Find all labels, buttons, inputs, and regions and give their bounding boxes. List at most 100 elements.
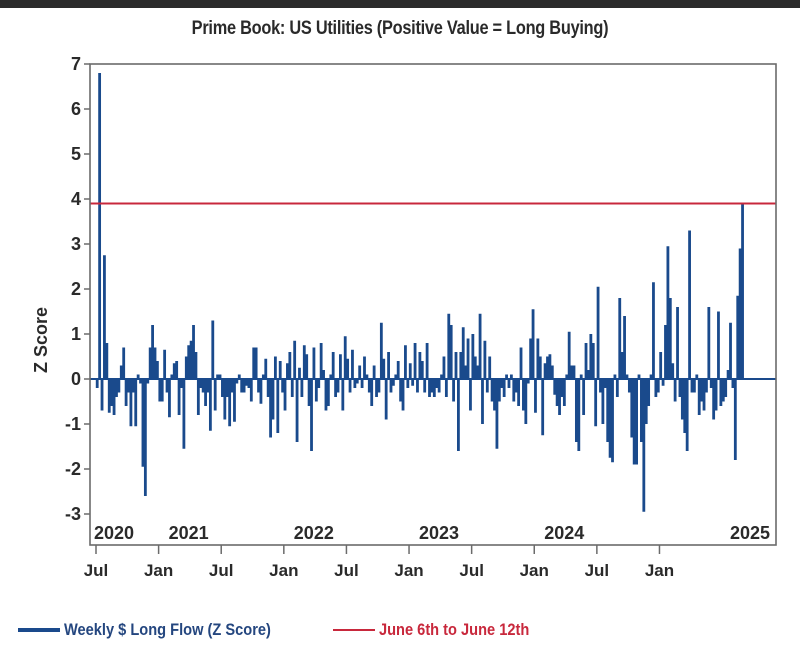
bar — [358, 365, 362, 379]
bar — [678, 379, 682, 397]
bar — [449, 325, 453, 379]
bar — [218, 374, 222, 379]
bar — [346, 358, 350, 379]
bar — [493, 379, 496, 411]
bar — [692, 379, 696, 393]
x-tick-label: Jul — [209, 561, 234, 580]
bar — [582, 379, 586, 415]
bar — [370, 379, 374, 406]
bar — [719, 379, 723, 406]
bar — [307, 379, 311, 406]
bar — [519, 347, 523, 379]
bar — [213, 379, 217, 411]
legend-label-reference: June 6th to June 12th — [378, 620, 529, 639]
bar — [223, 379, 227, 420]
bar — [201, 379, 205, 393]
bar — [391, 379, 395, 386]
bar — [457, 379, 460, 451]
bar — [396, 361, 400, 379]
bar — [560, 379, 564, 397]
bar — [416, 379, 419, 393]
bar — [589, 334, 593, 379]
bar — [485, 379, 489, 393]
bar — [98, 73, 102, 379]
bar — [286, 363, 289, 379]
bar — [119, 365, 123, 379]
bar — [680, 379, 684, 420]
bar — [644, 379, 648, 424]
bar — [522, 379, 525, 411]
bar — [632, 379, 636, 465]
bar — [567, 331, 571, 379]
bar — [127, 379, 130, 393]
bar — [122, 347, 126, 379]
bar — [473, 356, 477, 379]
bar — [538, 356, 542, 379]
x-tick-label: Jan — [144, 561, 173, 580]
bar — [490, 379, 494, 402]
bar — [618, 298, 622, 379]
bar — [156, 361, 159, 379]
bars-group — [90, 73, 776, 512]
bar — [348, 379, 352, 393]
bar — [377, 379, 381, 393]
bar — [613, 374, 617, 379]
bar — [649, 374, 653, 379]
bar — [709, 379, 713, 388]
bar — [163, 349, 167, 379]
bar — [252, 347, 256, 379]
bar — [705, 379, 708, 393]
bar — [529, 338, 533, 379]
bar — [141, 379, 145, 467]
bar — [550, 365, 554, 379]
bar — [317, 379, 321, 388]
bar — [117, 379, 121, 393]
bar — [331, 352, 335, 379]
bar — [741, 203, 744, 379]
bar — [221, 379, 224, 397]
bar — [199, 379, 203, 388]
bar — [683, 379, 687, 433]
bar — [288, 352, 292, 379]
bar — [276, 379, 280, 433]
bar — [531, 309, 535, 379]
bar — [367, 379, 371, 393]
bar — [502, 379, 506, 397]
bar — [495, 379, 499, 449]
chart-title: Prime Book: US Utilities (Positive Value… — [191, 18, 609, 39]
bar — [95, 379, 99, 388]
bar — [497, 379, 501, 402]
bar — [139, 379, 142, 384]
bar — [177, 379, 181, 415]
bar — [172, 363, 176, 379]
top-border — [0, 0, 800, 8]
bar — [514, 379, 518, 393]
legend-swatch-reference — [332, 629, 375, 631]
bar — [437, 379, 441, 393]
bar — [447, 313, 451, 379]
y-tick-label: 2 — [71, 279, 81, 299]
year-label: 2024 — [544, 523, 584, 543]
legend-item-weekly-flow: Weekly $ Long Flow (Z Score) — [18, 620, 305, 640]
bar — [736, 295, 740, 379]
bar — [572, 365, 576, 379]
bar — [413, 343, 417, 379]
bar — [601, 379, 605, 424]
y-tick-label: 0 — [71, 369, 81, 389]
bar — [158, 379, 162, 402]
bar — [555, 379, 559, 406]
bar — [685, 379, 689, 451]
bar — [548, 354, 552, 379]
bar — [254, 347, 258, 379]
plot-border — [89, 63, 777, 546]
x-tick-label: Jul — [84, 561, 109, 580]
bar — [266, 379, 270, 397]
bar — [565, 374, 569, 379]
x-tick-label: Jan — [645, 561, 674, 580]
x-ticks-group: Jul Jan Jul Jan Jul Jan Jul Jan Jul Jan — [84, 545, 674, 580]
year-labels-group: 2020 2021 2022 2023 2024 2025 — [94, 523, 770, 543]
bar — [534, 379, 537, 413]
bar — [466, 338, 470, 379]
bar — [507, 379, 511, 388]
